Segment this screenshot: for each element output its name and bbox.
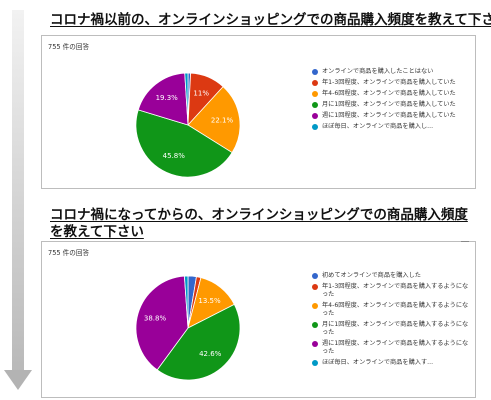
legend-label: 初めてオンラインで商品を購入した [322, 272, 421, 279]
legend-label: 年1-3回程度、オンラインで商品を購入するようになった [322, 283, 469, 298]
legend-item[interactable]: 週に1回程度、オンラインで商品を購入するようになった [312, 340, 472, 356]
legend-item[interactable]: 週に1回程度、オンラインで商品を購入していた [312, 112, 472, 120]
pie-chart-during: 13.5% 42.6% 38.8% [135, 275, 241, 381]
pie-slice [135, 275, 189, 371]
legend-swatch [312, 303, 318, 309]
chart-card-during: 755 件の回答 13.5% 42.6% 38.8% 初めてオンラインで商品を購入し… [41, 241, 476, 398]
legend-item[interactable]: 年1-3回程度、オンラインで商品を購入するようになった [312, 283, 472, 299]
legend-swatch [312, 80, 318, 86]
section2-heading: コロナ禍になってからの、オンラインショッピングでの商品購入頻度を教えて下さい [50, 207, 468, 240]
legend-item[interactable]: 月に1回程度、オンラインで商品を購入するようになった [312, 321, 472, 337]
slice-percent-label: 38.8% [144, 314, 167, 322]
legend-item[interactable]: 年4-6回程度、オンラインで商品を購入していた [312, 90, 472, 98]
pie-slice [137, 72, 189, 126]
legend-swatch [312, 360, 318, 366]
slice-percent-label: 45.8% [163, 152, 186, 160]
pie-chart-before: 11% 22.1% 45.8% 19.3% [135, 72, 241, 178]
card-edge-mark [461, 241, 469, 242]
legend-before: オンラインで商品を購入したことはない年1-3回程度、オンラインで商品を購入してい… [312, 68, 472, 134]
pie-slice [135, 109, 233, 178]
legend-swatch [312, 273, 318, 279]
slice-percent-label: 13.5% [198, 297, 221, 305]
legend-label: 月に1回程度、オンラインで商品を購入するようになった [322, 321, 469, 336]
legend-during: 初めてオンラインで商品を購入した年1-3回程度、オンラインで商品を購入するように… [312, 272, 472, 370]
legend-label: オンラインで商品を購入したことはない [322, 68, 434, 75]
legend-item[interactable]: 初めてオンラインで商品を購入した [312, 272, 472, 280]
legend-swatch [312, 113, 318, 119]
legend-swatch [312, 102, 318, 108]
legend-swatch [312, 69, 318, 75]
legend-swatch [312, 284, 318, 290]
slice-percent-label: 42.6% [199, 350, 222, 358]
slice-percent-label: 19.3% [156, 94, 179, 102]
legend-swatch [312, 322, 318, 328]
slice-percent-label: 11% [193, 89, 209, 97]
pie-slice [187, 86, 241, 154]
legend-label: 年1-3回程度、オンラインで商品を購入していた [322, 79, 456, 86]
legend-item[interactable]: ほぼ毎日、オンラインで商品を購入す... [312, 359, 472, 367]
legend-swatch [312, 124, 318, 130]
response-count: 755 件の回答 [48, 43, 90, 51]
pie-slice [156, 303, 241, 381]
chart-card-before: 755 件の回答 11% 22.1% 45.8% 19.3% オンラインで商品を購入し… [41, 35, 476, 189]
legend-item[interactable]: 月に1回程度、オンラインで商品を購入していた [312, 101, 472, 109]
legend-swatch [312, 91, 318, 97]
legend-label: 週に1回程度、オンラインで商品を購入するようになった [322, 340, 469, 355]
slice-percent-label: 22.1% [211, 116, 234, 124]
section1-heading: コロナ禍以前の、オンラインショッピングでの商品購入頻度を教えて下さい [50, 12, 491, 28]
response-count: 755 件の回答 [48, 249, 90, 257]
legend-item[interactable]: 年1-3回程度、オンラインで商品を購入していた [312, 79, 472, 87]
pie-slice [184, 72, 189, 126]
legend-item[interactable]: 年4-6回程度、オンラインで商品を購入するようになった [312, 302, 472, 318]
pie-slice [183, 275, 189, 329]
legend-item[interactable]: ほぼ毎日、オンラインで商品を購入し... [312, 123, 472, 131]
legend-label: ほぼ毎日、オンラインで商品を購入す... [322, 359, 434, 366]
legend-item[interactable]: オンラインで商品を購入したことはない [312, 68, 472, 76]
timeline-arrow-shaft [12, 10, 24, 372]
legend-label: ほぼ毎日、オンラインで商品を購入し... [322, 123, 434, 130]
legend-label: 月に1回程度、オンラインで商品を購入していた [322, 101, 456, 108]
legend-label: 週に1回程度、オンラインで商品を購入していた [322, 112, 456, 119]
timeline-arrow-head [4, 370, 32, 390]
legend-swatch [312, 341, 318, 347]
legend-label: 年4-6回程度、オンラインで商品を購入していた [322, 90, 456, 97]
legend-label: 年4-6回程度、オンラインで商品を購入するようになった [322, 302, 469, 317]
